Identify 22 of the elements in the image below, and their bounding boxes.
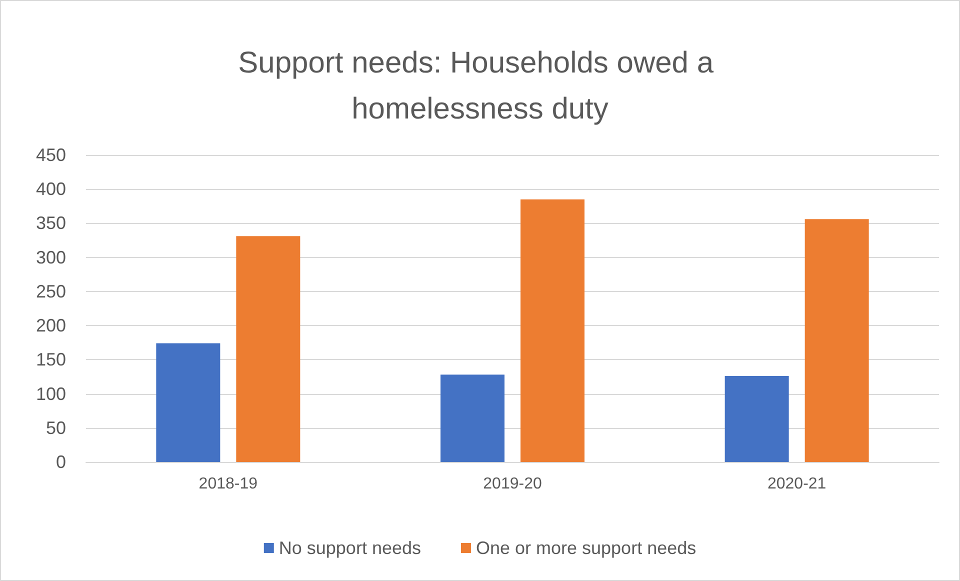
y-tick-label: 150 [36,350,66,370]
x-tick-label: 2018-19 [198,476,258,492]
bar [724,376,789,462]
x-tick-label: 2020-21 [767,476,826,492]
y-tick-label: 450 [36,145,66,165]
bar [236,236,300,462]
bar [440,374,504,462]
y-tick-label: 300 [36,247,66,268]
x-tick-label: 2019-20 [483,476,542,492]
y-tick-label: 400 [36,179,66,200]
y-tick-label: 200 [36,316,66,336]
legend-label: No support needs [278,538,421,558]
bar [156,343,220,462]
bar [804,219,869,462]
chart-title: Support needs: Households owed a homelessness duty [238,46,722,126]
y-tick-label: 350 [36,213,66,234]
y-tick-label: 0 [56,452,66,472]
legend-label: One or more support needs [476,538,696,558]
y-tick-label: 100 [36,384,66,404]
bar [520,199,584,462]
y-tick-label: 50 [46,418,66,438]
y-tick-label: 250 [36,281,66,302]
